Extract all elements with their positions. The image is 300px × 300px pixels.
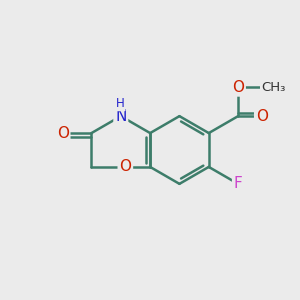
Text: O: O [256,109,268,124]
Text: F: F [234,176,242,191]
Text: O: O [57,126,69,141]
Text: N: N [115,109,127,124]
Text: CH₃: CH₃ [262,81,286,94]
Text: O: O [232,80,244,95]
Text: H: H [116,97,124,110]
Text: O: O [119,159,131,174]
